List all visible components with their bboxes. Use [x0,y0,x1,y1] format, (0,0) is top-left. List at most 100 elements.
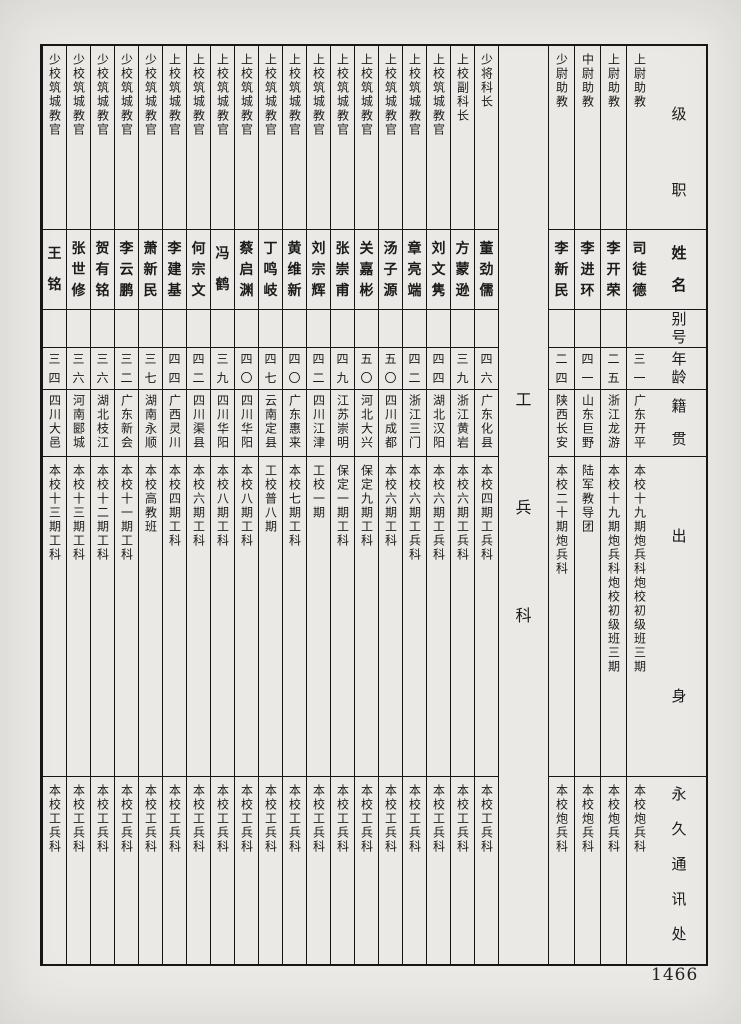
age-cell: 四四 [427,348,450,390]
origin-cell: 本校八期工科 [235,457,258,777]
age-cell: 四二 [403,348,426,390]
alias-cell [331,310,354,348]
origin-text: 本校高教班 [143,464,158,534]
contact-cell: 本校炮兵科 [575,777,600,964]
contact-text: 本校炮兵科 [632,784,647,854]
alias-cell [283,310,306,348]
person-column: 上校筑城教官 黄维新 四〇 广东惠来 本校七期工科 本校工兵科 [282,46,306,964]
origin-text: 本校六期工兵科 [431,464,446,562]
native-place-cell: 四川江津 [307,390,330,457]
native-place-text: 广东惠来 [287,394,302,450]
native-place-text: 广西灵川 [167,394,182,450]
native-place-cell: 浙江三门 [403,390,426,457]
alias-cell [475,310,498,348]
origin-text: 工校普八期 [263,464,278,534]
contact-text: 本校工兵科 [455,784,470,854]
native-place-cell: 广东新会 [115,390,138,457]
contact-cell: 本校工兵科 [283,777,306,964]
native-place-cell: 四川成都 [379,390,402,457]
rank-cell: 少校筑城教官 [67,46,90,230]
rank-cell: 上尉助教 [601,46,626,230]
header-contact: 永久通讯处 [671,785,687,943]
person-column: 中尉助教 李进环 四一 山东巨野 陆军教导团 本校炮兵科 [574,46,600,964]
age-cell: 四六 [475,348,498,390]
alias-cell [379,310,402,348]
contact-cell: 本校工兵科 [379,777,402,964]
contact-cell: 本校工兵科 [451,777,474,964]
origin-cell: 工校一期 [307,457,330,777]
contact-text: 本校工兵科 [431,784,446,854]
origin-text: 工校一期 [311,464,326,520]
rank-text: 上校筑城教官 [383,53,398,137]
rank-cell: 上校筑城教官 [187,46,210,230]
contact-cell: 本校工兵科 [67,777,90,964]
contact-text: 本校工兵科 [407,784,422,854]
rank-cell: 少将科长 [475,46,498,230]
origin-cell: 保定九期工科 [355,457,378,777]
native-place-text: 湖北枝江 [95,394,110,450]
person-column: 上校筑城教官 刘宗辉 四二 四川江津 工校一期 本校工兵科 [306,46,330,964]
rank-cell: 上校筑城教官 [235,46,258,230]
rank-text: 中尉助教 [580,53,595,109]
rank-text: 上校筑城教官 [167,53,182,137]
person-column: 少校筑城教官 李云鹏 三二 广东新会 本校十一期工科 本校工兵科 [114,46,138,964]
native-place-cell: 广西灵川 [163,390,186,457]
header-rank: 级职 [652,46,706,230]
contact-cell: 本校工兵科 [235,777,258,964]
native-place-cell: 浙江龙游 [601,390,626,457]
origin-text: 本校二十期炮兵科 [554,464,569,576]
header-alias: 别号 [652,310,706,348]
alias-cell [575,310,600,348]
contact-cell: 本校工兵科 [211,777,234,964]
contact-cell: 本校工兵科 [403,777,426,964]
alias-cell [211,310,234,348]
age-cell: 四七 [259,348,282,390]
rank-text: 上校筑城教官 [335,53,350,137]
rank-cell: 上校筑城教官 [283,46,306,230]
origin-cell: 本校六期工兵科 [403,457,426,777]
name-cell: 李新民 [549,230,574,310]
rank-text: 少将科长 [479,53,494,109]
alias-cell [403,310,426,348]
person-column: 上校筑城教官 刘文隽 四四 湖北汉阳 本校六期工兵科 本校工兵科 [426,46,450,964]
rank-text: 少校筑城教官 [95,53,110,137]
age-cell: 四四 [163,348,186,390]
origin-cell: 本校十二期工科 [91,457,114,777]
person-column: 上校筑城教官 冯鹤 三九 四川华阳 本校八期工科 本校工兵科 [210,46,234,964]
native-place-text: 山东巨野 [580,394,595,450]
origin-text: 本校十一期工科 [119,464,134,562]
native-place-text: 河南郾城 [71,394,86,450]
alias-cell [91,310,114,348]
origin-text: 本校六期工科 [191,464,206,548]
header-origin: 出身 [652,457,706,777]
alias-cell [235,310,258,348]
origin-text: 本校十三期工科 [71,464,86,562]
native-place-text: 湖北汉阳 [431,394,446,450]
origin-cell: 本校四期工科 [163,457,186,777]
native-place-cell: 广东惠来 [283,390,306,457]
native-place-cell: 浙江黄岩 [451,390,474,457]
origin-text: 保定九期工科 [359,464,374,548]
person-column: 少尉助教 李新民 二四 陕西长安 本校二十期炮兵科 本校炮兵科 [548,46,574,964]
rank-cell: 上校副科长 [451,46,474,230]
person-column: 少将科长 董劲儒 四六 广东化县 本校四期工兵科 本校工兵科 [474,46,498,964]
origin-cell: 本校十一期工科 [115,457,138,777]
rank-cell: 上校筑城教官 [307,46,330,230]
origin-text: 本校八期工科 [239,464,254,548]
native-place-text: 浙江三门 [407,394,422,450]
age-cell: 二四 [549,348,574,390]
name-cell: 何宗文 [187,230,210,310]
native-place-cell: 湖北汉阳 [427,390,450,457]
origin-cell: 本校六期工兵科 [451,457,474,777]
name-cell: 王铭 [43,230,66,310]
person-column: 上校筑城教官 汤子源 五〇 四川成都 本校六期工科 本校工兵科 [378,46,402,964]
native-place-text: 四川渠县 [191,394,206,450]
alias-cell [355,310,378,348]
rank-text: 上校筑城教官 [359,53,374,137]
rank-cell: 少尉助教 [549,46,574,230]
person-column: 上校副科长 方蒙逊 三九 浙江黄岩 本校六期工兵科 本校工兵科 [450,46,474,964]
native-place-cell: 河南郾城 [67,390,90,457]
name-cell: 李进环 [575,230,600,310]
native-place-cell: 湖南永顺 [139,390,162,457]
contact-cell: 本校工兵科 [115,777,138,964]
